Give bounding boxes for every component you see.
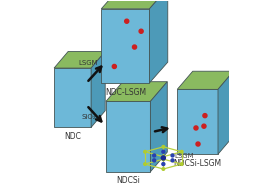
- Circle shape: [144, 163, 146, 165]
- Circle shape: [162, 158, 165, 160]
- Circle shape: [196, 142, 200, 146]
- Polygon shape: [218, 71, 233, 154]
- Polygon shape: [177, 89, 218, 154]
- Circle shape: [162, 163, 165, 166]
- Polygon shape: [91, 51, 105, 127]
- Circle shape: [153, 159, 156, 162]
- Polygon shape: [54, 68, 91, 127]
- Polygon shape: [177, 71, 233, 89]
- Text: NDC-LSGM: NDC-LSGM: [105, 88, 146, 97]
- Text: LSGM: LSGM: [174, 153, 194, 159]
- Text: NDCSi-LSGM: NDCSi-LSGM: [174, 159, 222, 168]
- Polygon shape: [106, 101, 150, 172]
- Circle shape: [132, 45, 136, 49]
- Circle shape: [144, 150, 146, 153]
- Circle shape: [153, 154, 156, 157]
- Polygon shape: [149, 0, 168, 83]
- Circle shape: [162, 146, 165, 148]
- Text: NDCSi: NDCSi: [116, 176, 140, 185]
- Circle shape: [162, 155, 165, 158]
- Circle shape: [161, 156, 165, 160]
- Circle shape: [180, 150, 183, 153]
- Circle shape: [202, 124, 206, 128]
- Circle shape: [203, 114, 207, 118]
- Circle shape: [162, 168, 165, 170]
- Circle shape: [171, 154, 174, 157]
- Circle shape: [112, 64, 116, 68]
- Circle shape: [180, 163, 183, 165]
- Circle shape: [139, 29, 143, 33]
- Text: NDC: NDC: [64, 132, 81, 141]
- Text: LSGM: LSGM: [79, 60, 98, 66]
- Polygon shape: [150, 82, 167, 172]
- Polygon shape: [101, 9, 149, 83]
- Circle shape: [194, 126, 198, 130]
- Circle shape: [125, 19, 129, 23]
- Polygon shape: [101, 0, 168, 9]
- Circle shape: [171, 159, 174, 162]
- Circle shape: [162, 150, 165, 153]
- Polygon shape: [106, 82, 167, 101]
- Polygon shape: [54, 51, 105, 68]
- Text: SiO₂: SiO₂: [82, 114, 97, 120]
